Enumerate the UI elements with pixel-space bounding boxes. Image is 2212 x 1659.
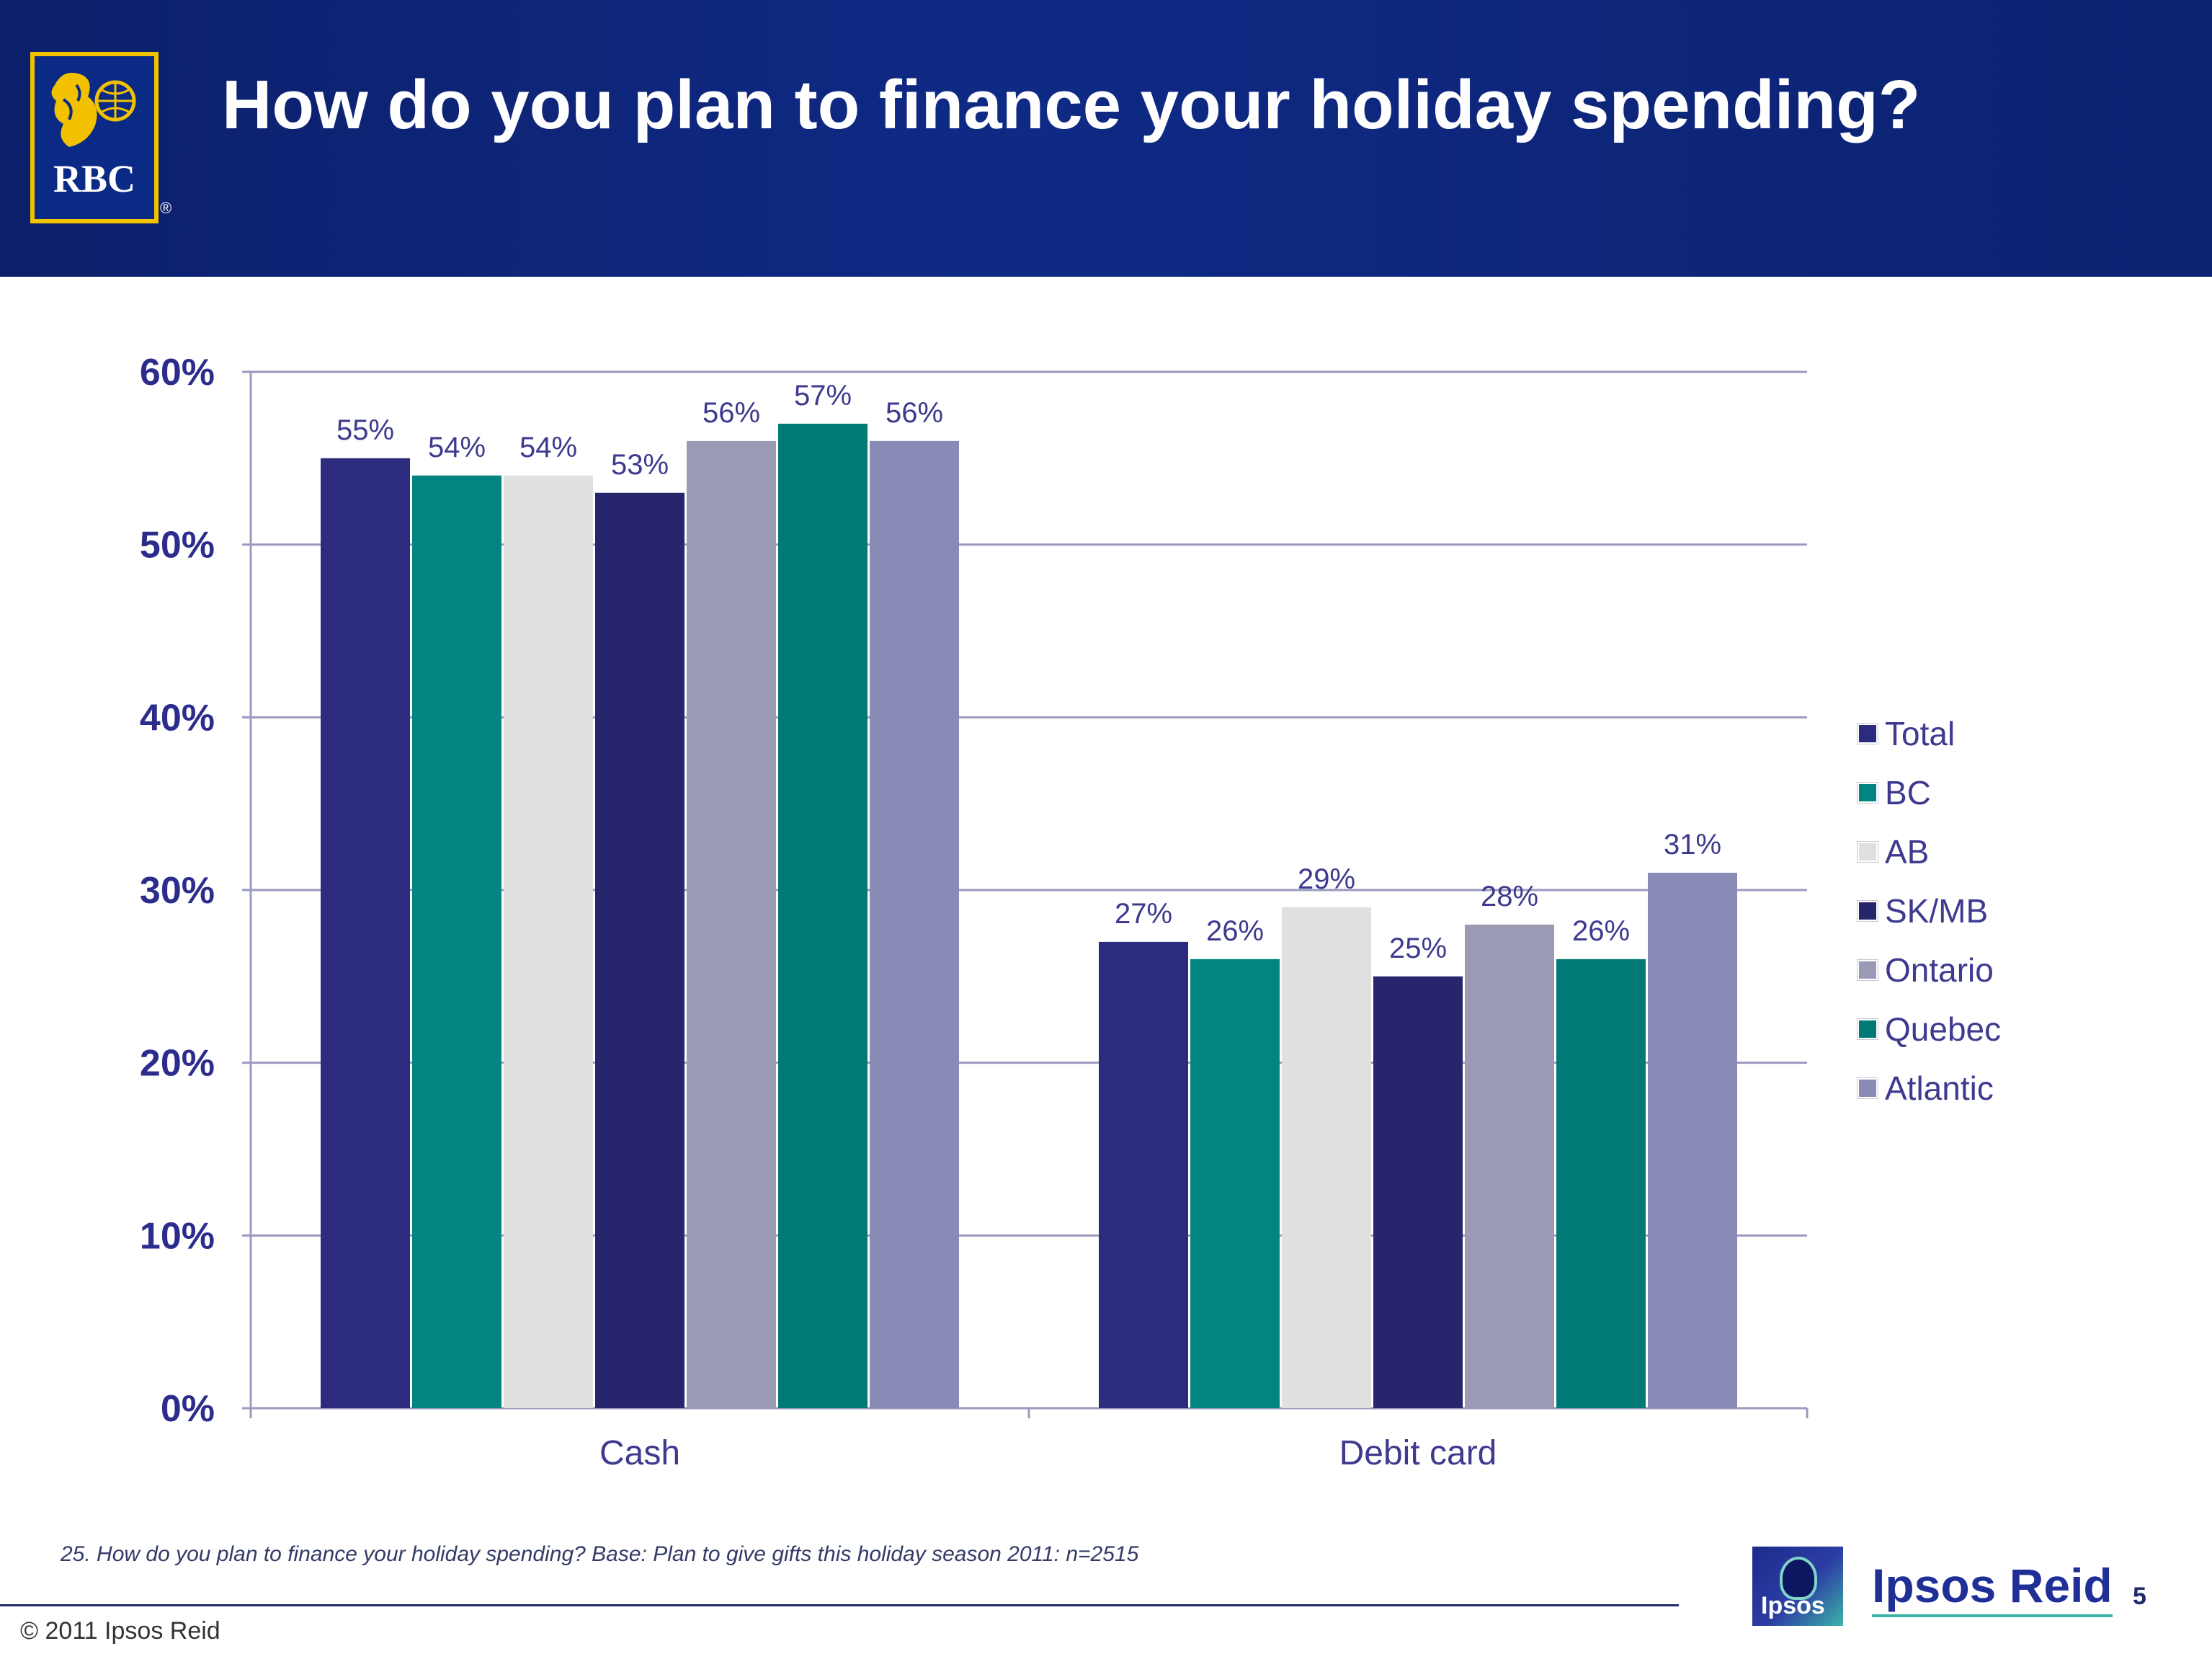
legend-item: Quebec — [1858, 1008, 2001, 1051]
legend-swatch — [1858, 783, 1878, 803]
page-number: 5 — [2133, 1583, 2146, 1610]
ipsos-head-icon — [1780, 1557, 1817, 1600]
y-tick-label: 50% — [140, 525, 215, 566]
legend-swatch — [1858, 1019, 1878, 1039]
slide-header: RBC ® How do you plan to finance your ho… — [0, 0, 2212, 277]
data-label: 28% — [1481, 881, 1538, 912]
data-label: 54% — [519, 432, 577, 463]
slide-title: How do you plan to finance your holiday … — [222, 66, 1921, 143]
y-tick-label: 20% — [140, 1043, 215, 1085]
legend-label: Quebec — [1885, 1010, 2002, 1048]
ipsos-logo: Ipsos — [1752, 1547, 1843, 1626]
data-label: 56% — [703, 397, 760, 429]
legend-swatch — [1858, 842, 1878, 862]
legend-label: Atlantic — [1885, 1069, 1994, 1107]
legend-swatch — [1858, 960, 1878, 980]
rbc-lion-icon: RBC — [51, 73, 136, 200]
data-label: 29% — [1298, 863, 1355, 895]
y-tick-label: 10% — [140, 1215, 215, 1257]
footnote: 25. How do you plan to finance your holi… — [61, 1542, 1139, 1566]
x-tick-label: Cash — [599, 1434, 680, 1472]
footer-divider — [0, 1604, 1679, 1606]
data-label: 53% — [611, 449, 669, 481]
y-tick-label: 0% — [161, 1388, 215, 1430]
bar — [412, 475, 501, 1408]
data-label: 54% — [428, 432, 486, 463]
bar — [778, 423, 868, 1408]
y-tick-label: 40% — [140, 697, 215, 739]
bar — [321, 458, 410, 1409]
bar — [504, 475, 593, 1408]
bar — [687, 440, 776, 1408]
data-label: 56% — [886, 397, 943, 429]
x-tick-label: Debit card — [1339, 1434, 1497, 1472]
legend-label: AB — [1885, 833, 1930, 871]
registered-mark-icon: ® — [160, 199, 172, 217]
bar — [1282, 907, 1371, 1408]
rbc-logo: RBC — [30, 52, 159, 223]
data-label: 55% — [336, 414, 394, 446]
legend-swatch — [1858, 901, 1878, 921]
y-tick-label: 60% — [140, 352, 215, 393]
bar — [1099, 941, 1188, 1408]
bar — [1373, 976, 1463, 1408]
bar — [1648, 873, 1737, 1408]
bar — [1465, 924, 1554, 1408]
data-label: 25% — [1389, 933, 1447, 964]
legend-item: BC — [1858, 771, 1931, 814]
legend-label: SK/MB — [1885, 892, 1989, 930]
rbc-logo-text: RBC — [53, 157, 135, 200]
data-label: 57% — [794, 380, 852, 412]
ipsos-reid-brand: Ipsos Reid — [1872, 1557, 2113, 1617]
legend-item: Atlantic — [1858, 1067, 1994, 1110]
data-label: 27% — [1115, 898, 1172, 930]
legend-label: Total — [1885, 715, 1955, 752]
legend-swatch — [1858, 724, 1878, 744]
legend-item: Total — [1858, 712, 1955, 755]
copyright: © 2011 Ipsos Reid — [20, 1617, 220, 1645]
legend-label: Ontario — [1885, 951, 1994, 989]
bar — [1190, 959, 1280, 1408]
data-label: 26% — [1572, 915, 1630, 947]
bar — [870, 440, 959, 1408]
y-tick-label: 30% — [140, 870, 215, 912]
legend-item: SK/MB — [1858, 889, 1988, 933]
legend-item: Ontario — [1858, 948, 1994, 992]
data-label: 26% — [1206, 915, 1264, 947]
bar-chart: 0% 10% 20% 30% 40% 50% 60% 55% 54% 54% 53% 56% 57% 56… — [140, 352, 1809, 1472]
bar — [595, 492, 684, 1409]
legend-item: AB — [1858, 830, 1929, 873]
bar — [1556, 959, 1646, 1408]
data-label: 31% — [1664, 829, 1721, 860]
legend-label: BC — [1885, 774, 1931, 811]
legend-swatch — [1858, 1078, 1878, 1098]
ipsos-logo-text: Ipsos — [1761, 1592, 1825, 1619]
